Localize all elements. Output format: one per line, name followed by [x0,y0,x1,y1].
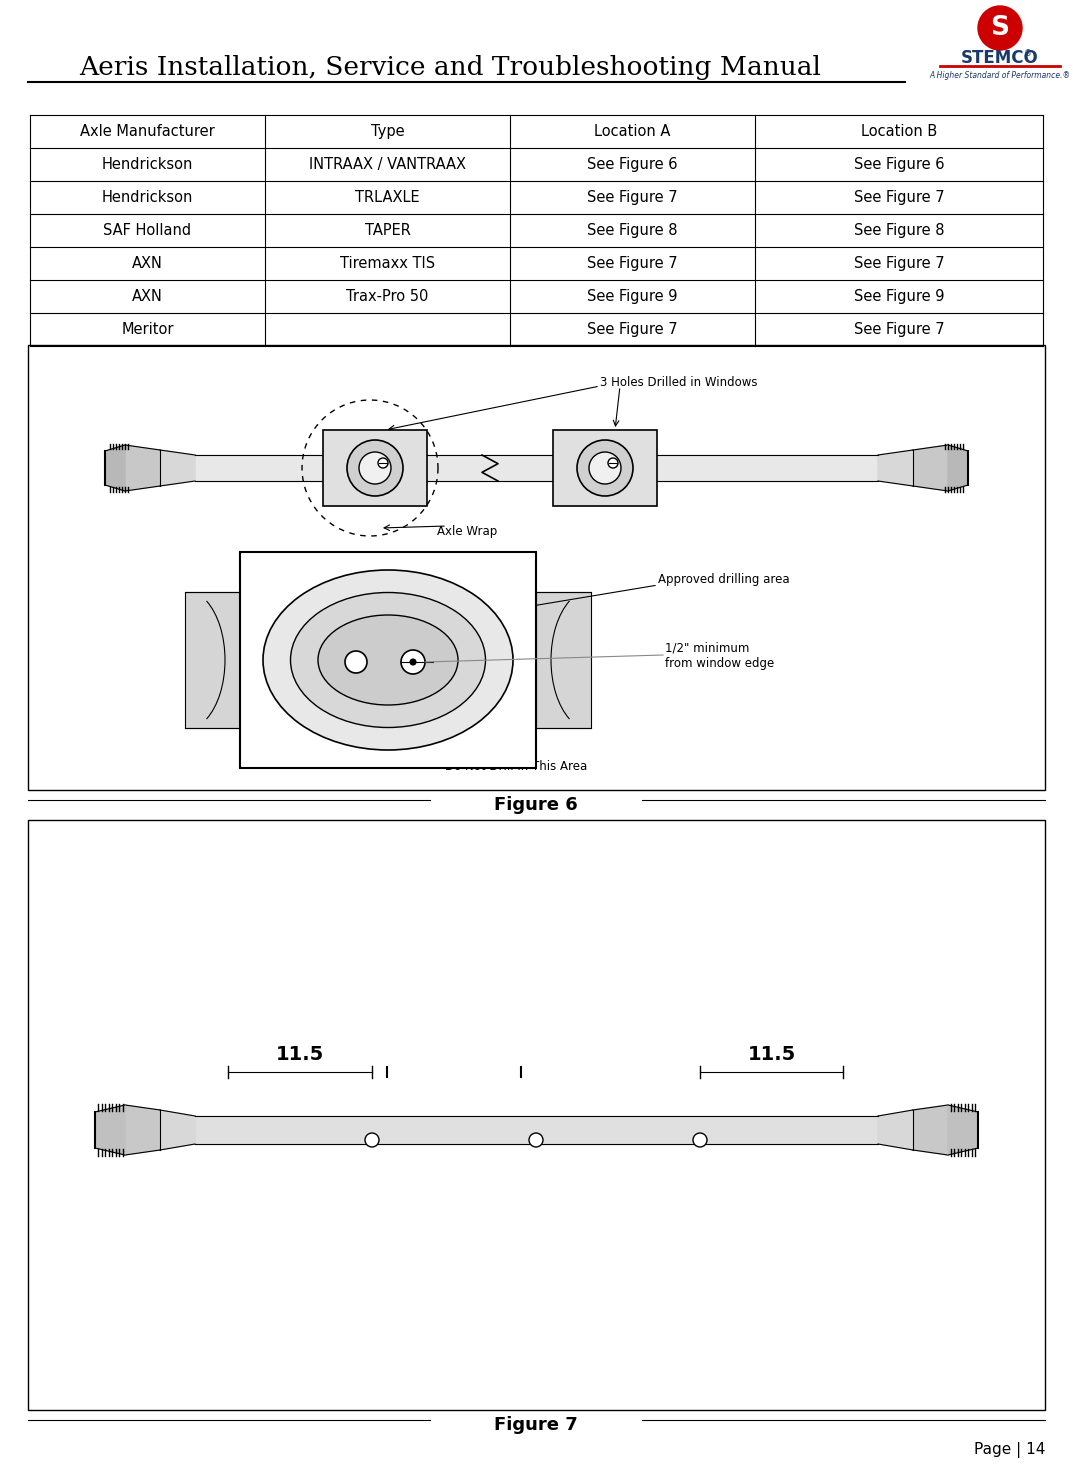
Text: 11.5: 11.5 [276,1045,324,1064]
Text: INTRAAX / VANTRAAX: INTRAAX / VANTRAAX [309,157,466,172]
Polygon shape [878,450,913,487]
Polygon shape [878,1110,913,1149]
Circle shape [410,660,416,666]
Bar [240,553,536,768]
Text: 1/2" minimum: 1/2" minimum [665,642,749,654]
Text: See Figure 7: See Figure 7 [587,257,678,271]
Text: Figure 7: Figure 7 [495,1416,578,1434]
Circle shape [346,651,367,673]
Circle shape [359,452,391,484]
Text: Axle Manufacturer: Axle Manufacturer [80,125,215,139]
Text: Do Not Drill in This Area: Do Not Drill in This Area [445,761,587,774]
Polygon shape [913,1105,949,1155]
Circle shape [577,440,633,496]
Polygon shape [160,450,195,487]
Text: Location A: Location A [594,125,671,139]
Text: STEMCO: STEMCO [961,48,1039,67]
Text: See Figure 8: See Figure 8 [587,223,678,237]
Bar [323,430,427,506]
Polygon shape [913,446,949,491]
Bar [28,345,1045,790]
Text: from window edge: from window edge [665,657,775,670]
Text: S: S [990,15,1010,41]
Circle shape [589,452,621,484]
Circle shape [529,1133,543,1146]
Polygon shape [124,1105,160,1155]
Text: See Figure 7: See Figure 7 [587,191,678,205]
Bar [553,430,657,506]
Text: Location B: Location B [861,125,937,139]
Text: 3 Holes Drilled in Windows: 3 Holes Drilled in Windows [600,377,758,390]
Text: TAPER: TAPER [365,223,411,237]
Circle shape [365,1133,379,1146]
Text: See Figure 7: See Figure 7 [854,257,944,271]
Polygon shape [160,1110,195,1149]
Text: Page | 14: Page | 14 [973,1443,1045,1459]
Text: Approved drilling area: Approved drilling area [658,573,790,586]
Text: A Higher Standard of Performance.®: A Higher Standard of Performance.® [929,72,1071,81]
Circle shape [401,649,425,674]
Text: Tiremaxx TIS: Tiremaxx TIS [340,257,435,271]
Text: Hendrickson: Hendrickson [102,191,193,205]
Text: See Figure 7: See Figure 7 [587,323,678,337]
Text: AXN: AXN [132,257,163,271]
Circle shape [347,440,403,496]
Text: Meritor: Meritor [121,323,174,337]
Text: ®: ® [1024,50,1032,59]
Bar [28,819,1045,1410]
Text: AXN: AXN [132,289,163,303]
Circle shape [693,1133,707,1146]
Polygon shape [949,446,968,491]
Text: Aeris Installation, Service and Troubleshooting Manual: Aeris Installation, Service and Troubles… [79,56,821,81]
Text: Figure 6: Figure 6 [495,796,578,814]
Text: See Figure 9: See Figure 9 [587,289,678,303]
Polygon shape [124,446,160,491]
Text: SAF Holland: SAF Holland [103,223,192,237]
FancyBboxPatch shape [536,592,591,729]
Circle shape [978,6,1021,50]
Text: Hendrickson: Hendrickson [102,157,193,172]
Polygon shape [95,1105,124,1155]
Text: 11.5: 11.5 [748,1045,795,1064]
Text: Trax-Pro 50: Trax-Pro 50 [347,289,429,303]
Circle shape [608,457,618,468]
Circle shape [378,457,388,468]
Ellipse shape [263,570,513,751]
Text: See Figure 7: See Figure 7 [854,191,944,205]
Polygon shape [949,1105,978,1155]
Text: TRLAXLE: TRLAXLE [355,191,420,205]
Text: See Figure 8: See Figure 8 [854,223,944,237]
FancyBboxPatch shape [185,592,240,729]
Ellipse shape [318,616,458,705]
Text: See Figure 9: See Figure 9 [854,289,944,303]
Text: See Figure 6: See Figure 6 [854,157,944,172]
Text: See Figure 6: See Figure 6 [587,157,678,172]
Text: See Figure 7: See Figure 7 [854,323,944,337]
Ellipse shape [291,592,485,727]
Text: Axle Wrap: Axle Wrap [437,525,497,538]
Text: Type: Type [370,125,405,139]
Polygon shape [105,446,124,491]
